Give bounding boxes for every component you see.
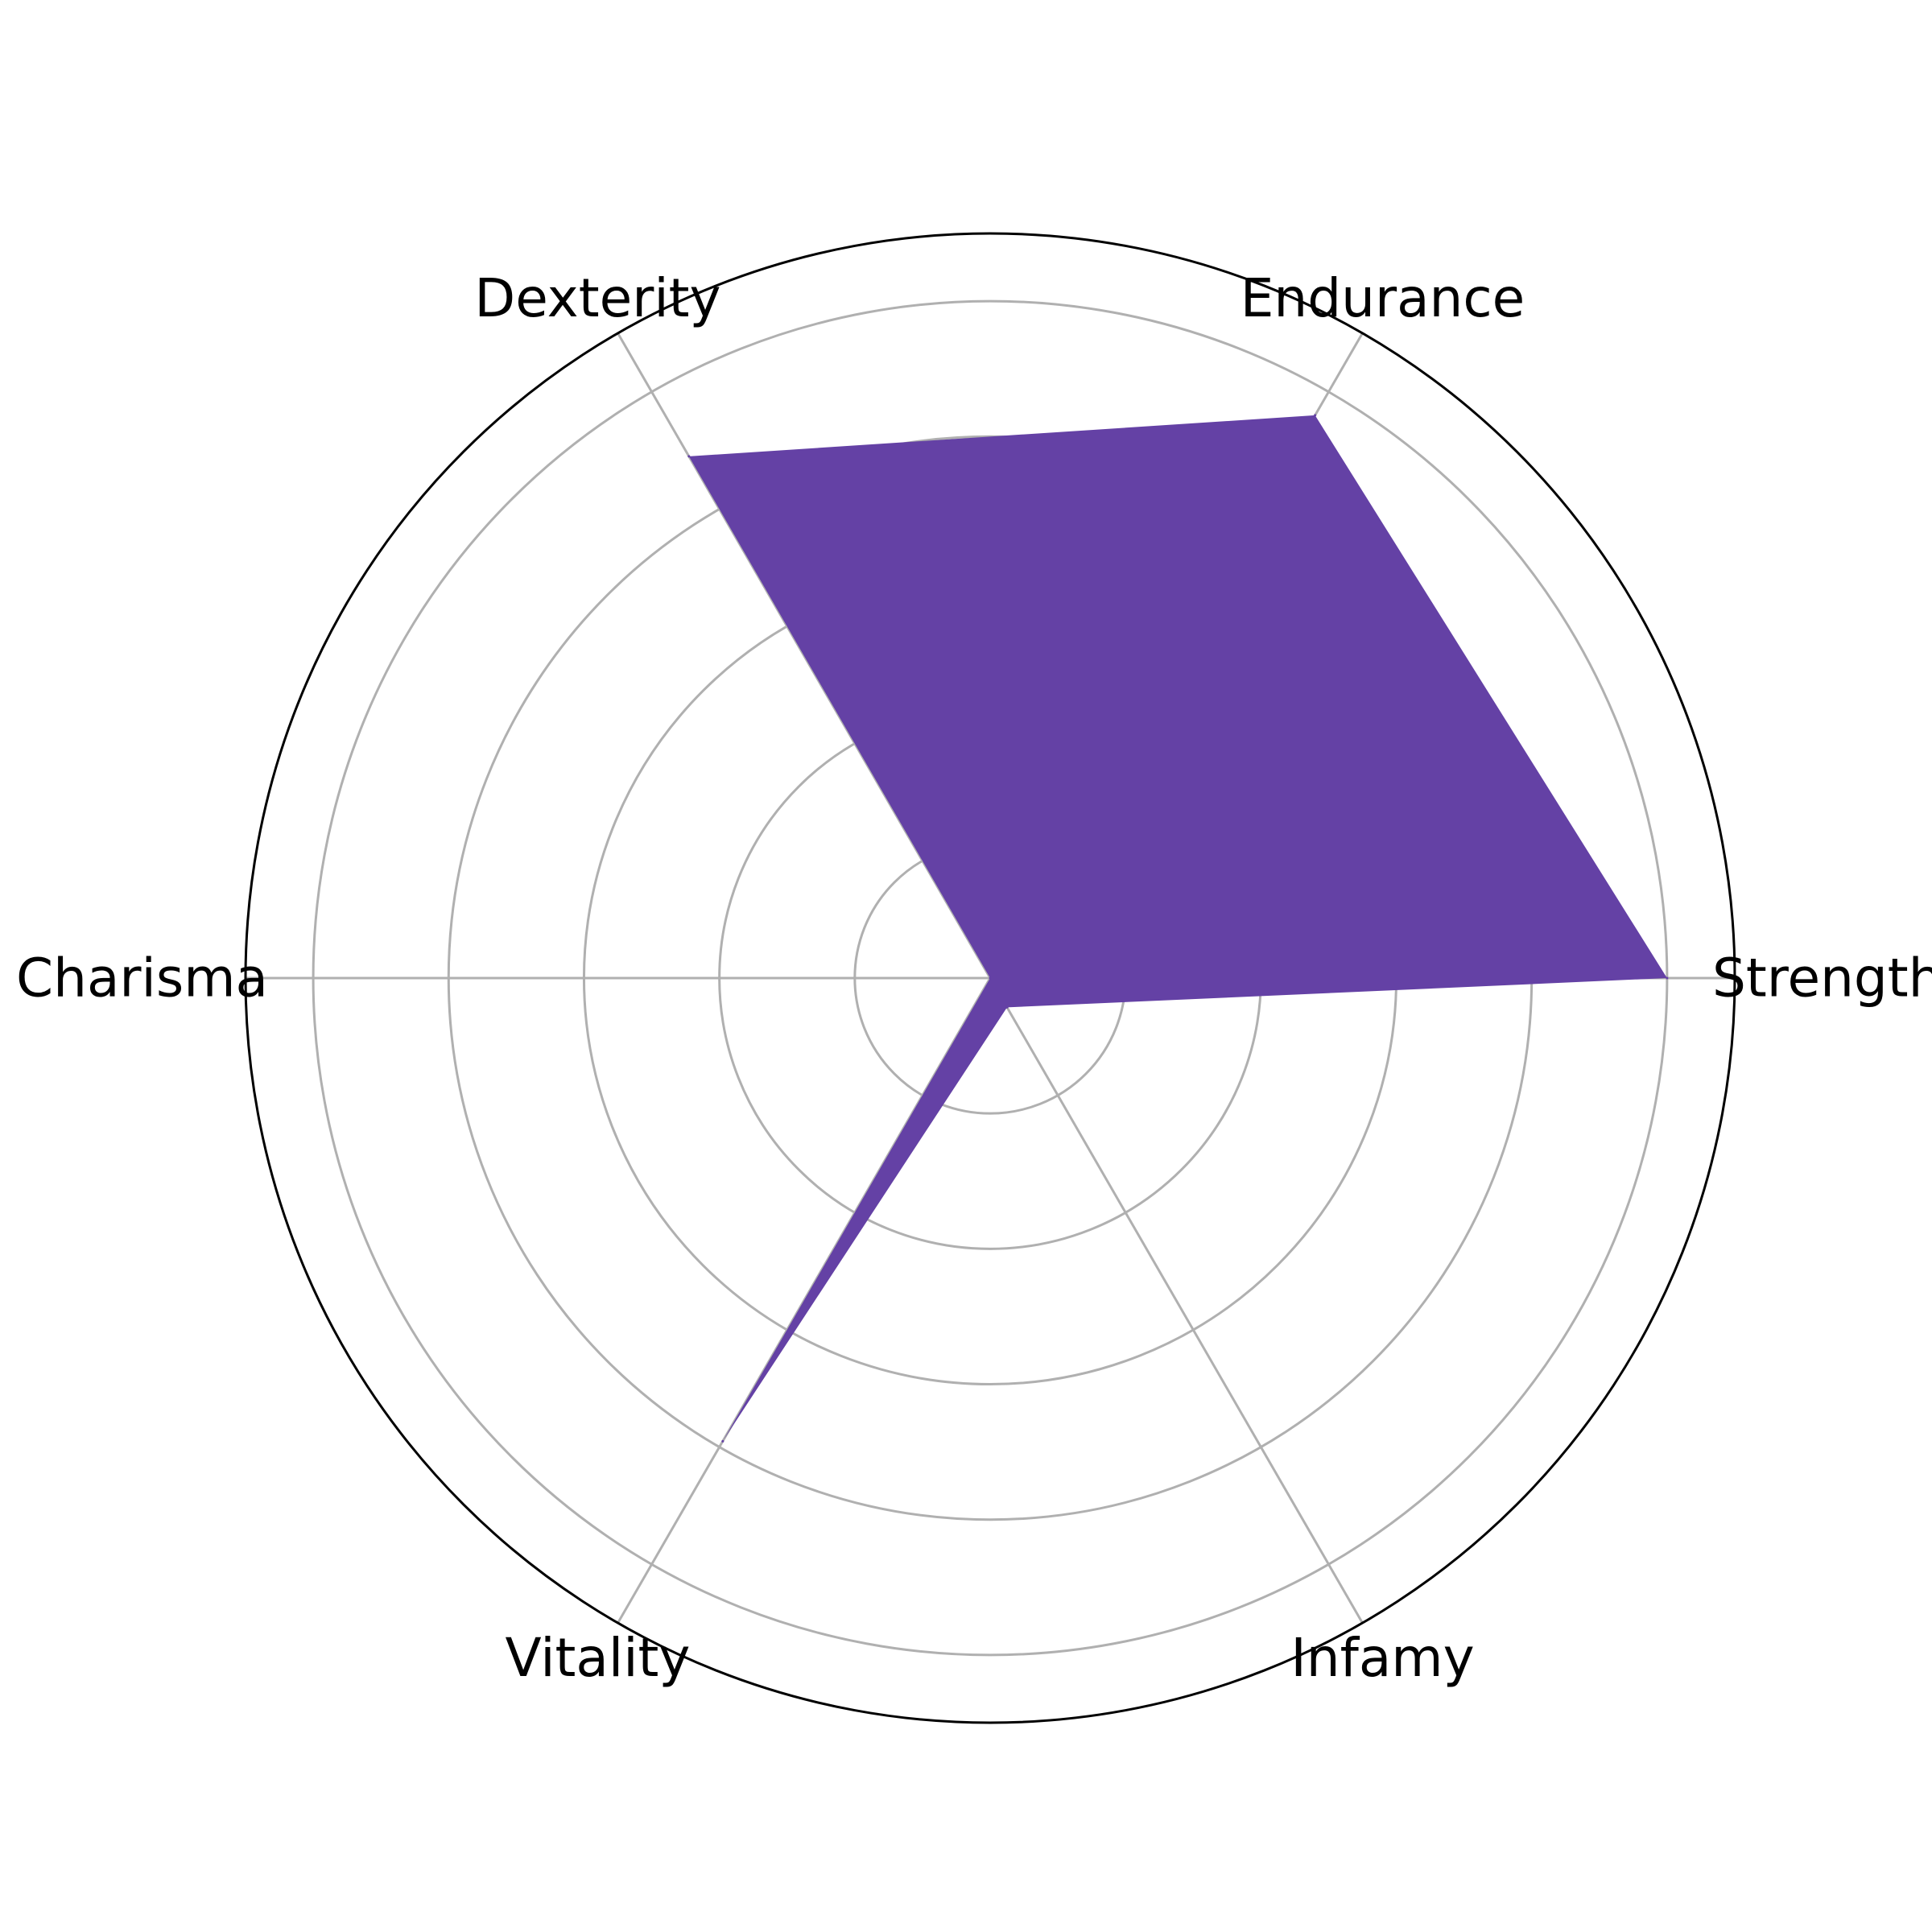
data-point-endurance [1314, 414, 1317, 417]
axis-label-charisma: Charisma [16, 947, 268, 1009]
axis-label-vitality: Vitality [506, 1627, 691, 1689]
series-area-1 [688, 415, 1667, 1442]
axis-label-strength: Strength [1712, 947, 1932, 1009]
data-point-charisma [989, 976, 992, 980]
spoke-infamy [989, 977, 1364, 1624]
data-point-infamy [1005, 1005, 1009, 1009]
axis-label-dexterity: Dexterity [474, 267, 720, 329]
axis-label-infamy: Infamy [1290, 1627, 1474, 1689]
label-layer: Strength Endurance Dexterity Charisma Vitali… [16, 267, 1932, 1689]
data-point-vitality [721, 1439, 724, 1443]
data-point-strength [1666, 976, 1669, 980]
axis-label-endurance: Endurance [1241, 267, 1525, 329]
data-point-dexterity [687, 455, 691, 458]
polar-frame [244, 232, 1736, 1724]
series-layer [687, 414, 1669, 1443]
frame-layer [244, 232, 1736, 1724]
